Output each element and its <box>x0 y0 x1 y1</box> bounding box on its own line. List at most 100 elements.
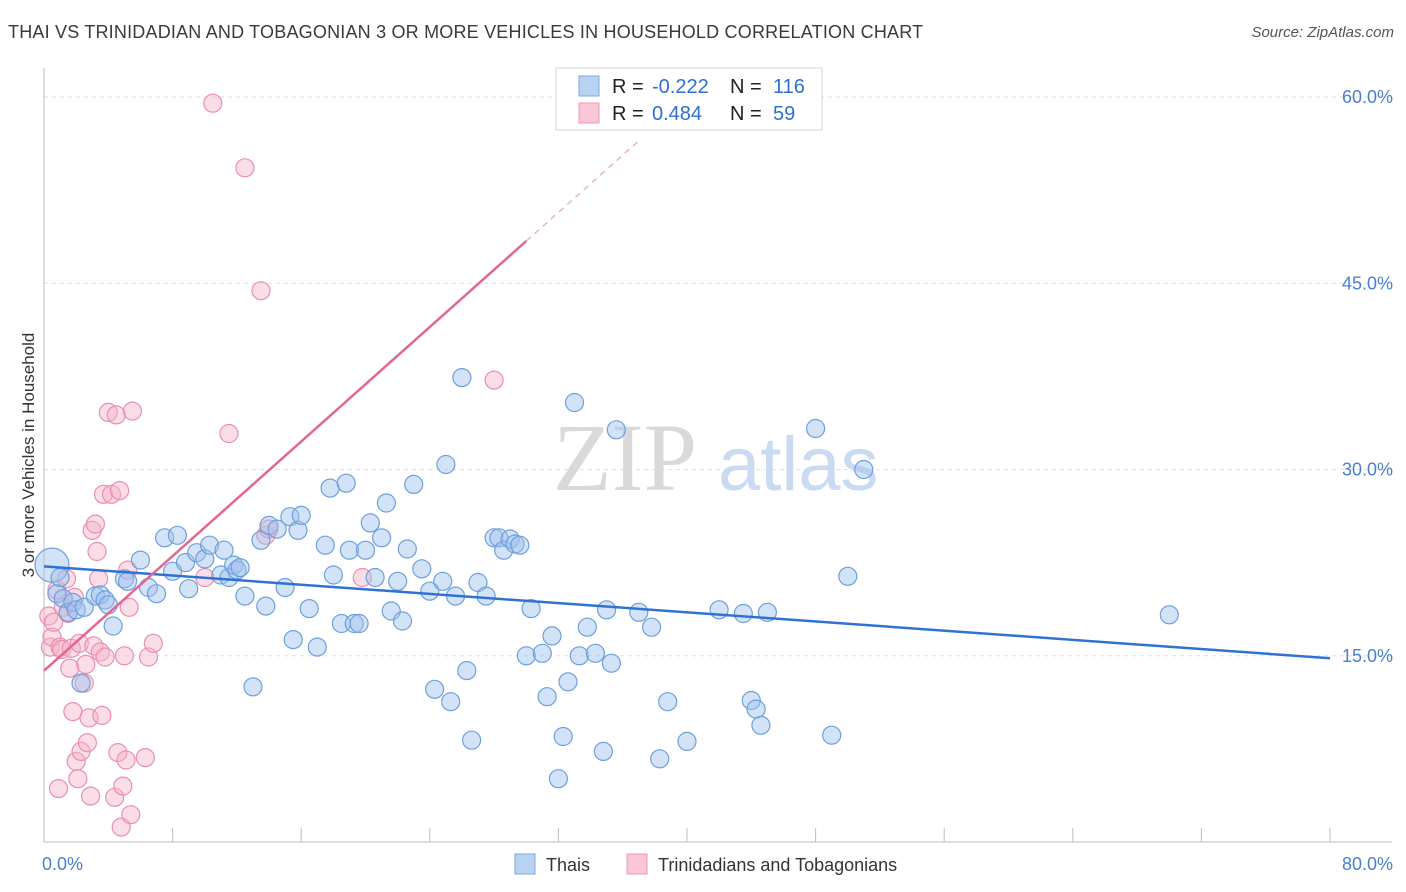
trinidadian-point-37 <box>109 481 130 501</box>
thai-point-101 <box>658 692 678 712</box>
thai-point-38 <box>267 519 287 539</box>
thai-point-109 <box>805 418 826 439</box>
thai-point-67 <box>433 571 453 591</box>
thai-point-93 <box>585 643 606 663</box>
thai-point-86 <box>542 626 562 646</box>
trinidadian-point-30 <box>93 484 114 504</box>
thai-point-88 <box>553 726 573 747</box>
thai-point-53 <box>349 613 369 634</box>
thai-point-15 <box>117 571 138 591</box>
trinidadian-point-15 <box>68 769 88 789</box>
trinidadian-point-1 <box>40 637 61 657</box>
trinidadian-point-8 <box>56 569 77 589</box>
x-tick-labels: 0.0% 80.0% <box>42 854 1393 874</box>
watermark-atlas: atlas <box>718 422 879 507</box>
trinidadian-point-12 <box>63 701 83 722</box>
legend-label-thais: Thais <box>546 855 590 875</box>
thai-point-23 <box>179 579 199 599</box>
thai-point-106 <box>746 699 766 719</box>
thai-point-60 <box>388 571 408 591</box>
thai-point-99 <box>641 617 662 637</box>
thai-point-85 <box>537 687 557 707</box>
thai-point-33 <box>235 586 255 606</box>
thai-point-62 <box>397 539 417 559</box>
y-tick-label-1: 30.0% <box>1342 460 1393 480</box>
stats-legend-swatch-thai <box>578 75 600 97</box>
thai-point-83 <box>521 598 541 619</box>
source-label: Source: ZipAtlas.com <box>1251 24 1394 41</box>
thai-point-100 <box>650 749 670 769</box>
thai-point-95 <box>596 600 617 620</box>
trinidadian-point-29 <box>92 705 112 726</box>
trinidadian-point-51 <box>219 423 239 444</box>
thai-point-35 <box>251 530 271 550</box>
trinidadian-point-43 <box>119 597 139 617</box>
thai-point-16 <box>130 550 150 570</box>
stats-n-label-trinidadian: N = <box>730 103 762 125</box>
thai-point-43 <box>291 505 311 526</box>
y-axis-label: 3 or more Vehicles in Household <box>19 333 38 578</box>
legend-swatch-trinidadians <box>626 853 648 875</box>
thai-point-26 <box>200 535 220 555</box>
thai-point-104 <box>733 603 753 624</box>
thai-point-12 <box>98 595 118 615</box>
trinidadian-point-39 <box>113 776 133 796</box>
thai-point-42 <box>288 520 308 540</box>
thai-point-36 <box>256 596 276 616</box>
thai-point-7 <box>71 673 91 693</box>
legend-swatch-thais <box>514 853 536 875</box>
trinidadian-point-52 <box>235 158 255 178</box>
thai-point-48 <box>323 565 343 585</box>
thai-point-75 <box>476 586 496 606</box>
axes <box>43 68 1392 843</box>
thai-point-34 <box>243 677 263 697</box>
thai-point-102 <box>677 731 697 752</box>
trinidadian-point-27 <box>89 569 109 589</box>
chart-title: THAI VS TRINIDADIAN AND TOBAGONIAN 3 OR … <box>8 22 924 42</box>
thai-point-66 <box>425 679 445 699</box>
thai-point-32 <box>230 557 250 578</box>
stats-legend-frame <box>555 67 823 131</box>
thai-point-73 <box>462 730 482 750</box>
thai-point-13 <box>103 616 123 636</box>
thai-point-52 <box>344 613 364 634</box>
x-tick-label-0: 0.0% <box>42 854 83 874</box>
thai-point-87 <box>548 769 569 789</box>
stats-n-label-thai: N = <box>730 76 762 98</box>
trinidadian-point-40 <box>114 646 135 666</box>
thai-point-41 <box>283 629 303 650</box>
thai-point-64 <box>412 559 432 579</box>
watermark-zip: ZIP <box>553 404 697 511</box>
watermark: ZIP atlas <box>553 404 879 511</box>
trinidadian-point-50 <box>203 93 223 113</box>
thai-point-92 <box>577 617 597 637</box>
trinidadian-point-19 <box>76 654 96 675</box>
trend-lines <box>43 140 1331 672</box>
thai-point-91 <box>569 646 589 666</box>
trinidadian-point-44 <box>121 805 141 825</box>
thai-point-58 <box>376 493 396 513</box>
trinidadian-point-16 <box>69 633 90 653</box>
trinidadian-point-20 <box>77 733 98 753</box>
thai-point-71 <box>452 368 472 388</box>
trinidadian-point-3 <box>43 612 64 632</box>
thai-point-110 <box>822 725 842 745</box>
stats-r-label-trinidadian: R = <box>612 103 644 125</box>
trinidadian-point-22 <box>80 786 101 806</box>
thai-point-72 <box>457 660 477 681</box>
y-tick-label-3: 60.0% <box>1342 87 1393 107</box>
y-tick-labels: 15.0% 30.0% 45.0% 60.0% <box>1342 87 1393 666</box>
thai-point-111 <box>838 566 858 586</box>
thai-point-97 <box>606 420 626 440</box>
thai-point-112 <box>854 459 874 480</box>
trinidadian-point-25 <box>85 514 106 534</box>
thai-point-82 <box>516 646 536 666</box>
thai-point-50 <box>336 473 356 493</box>
thai-point-14 <box>114 569 135 589</box>
trinidadian-point-41 <box>116 750 136 770</box>
legend-label-trinidadians: Trinidadians and Tobagonians <box>658 855 897 875</box>
trinidadian-point-48 <box>143 633 163 653</box>
x-tick-label-1: 80.0% <box>1342 854 1393 874</box>
thai-point-47 <box>320 478 340 498</box>
thai-point-98 <box>629 602 649 622</box>
